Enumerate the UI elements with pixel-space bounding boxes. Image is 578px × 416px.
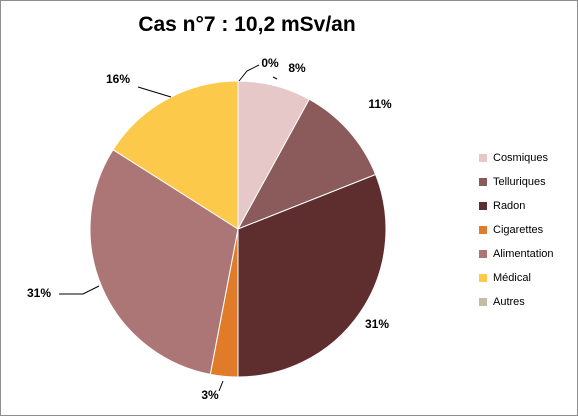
legend-label: Radon: [493, 200, 526, 212]
legend-swatch: [479, 178, 487, 186]
legend-swatch: [479, 298, 487, 306]
legend-label: Cosmiques: [493, 152, 549, 164]
legend-label: Alimentation: [493, 248, 554, 260]
data-label-alimentation: 31%: [27, 286, 51, 300]
data-label-cosmiques: 8%: [288, 61, 306, 75]
data-label-telluriques: 11%: [368, 97, 392, 111]
legend: Cosmiques Telluriques Radon Cigarettes Alime…: [479, 146, 554, 314]
data-label-radon: 31%: [365, 317, 389, 331]
legend-swatch: [479, 202, 487, 210]
leader-line: [272, 76, 278, 80]
legend-swatch: [479, 250, 487, 258]
leader-line: [137, 86, 172, 98]
legend-item: Telluriques: [479, 170, 554, 194]
leader-line: [238, 64, 260, 82]
data-label-autres: 0%: [261, 56, 279, 70]
legend-label: Telluriques: [493, 176, 546, 188]
legend-item: Autres: [479, 290, 554, 314]
legend-item: Alimentation: [479, 242, 554, 266]
leader-line: [218, 380, 224, 392]
leader-line: [59, 285, 100, 295]
legend-item: Radon: [479, 194, 554, 218]
legend-swatch: [479, 154, 487, 162]
legend-label: Médical: [493, 272, 531, 284]
legend-label: Cigarettes: [493, 224, 544, 236]
pie-slice-radon: [237, 173, 387, 378]
data-label-m-dical: 16%: [106, 72, 130, 86]
legend-item: Cigarettes: [479, 218, 554, 242]
legend-swatch: [479, 274, 487, 282]
legend-item: Médical: [479, 266, 554, 290]
pie-slice-telluriques: [236, 98, 377, 230]
legend-label: Autres: [493, 296, 525, 308]
legend-item: Cosmiques: [479, 146, 554, 170]
legend-swatch: [479, 226, 487, 234]
data-label-cigarettes: 3%: [201, 388, 219, 402]
chart-title: Cas n°7 : 10,2 mSv/an: [138, 13, 356, 36]
pie-slice-m-dical: [112, 80, 239, 230]
